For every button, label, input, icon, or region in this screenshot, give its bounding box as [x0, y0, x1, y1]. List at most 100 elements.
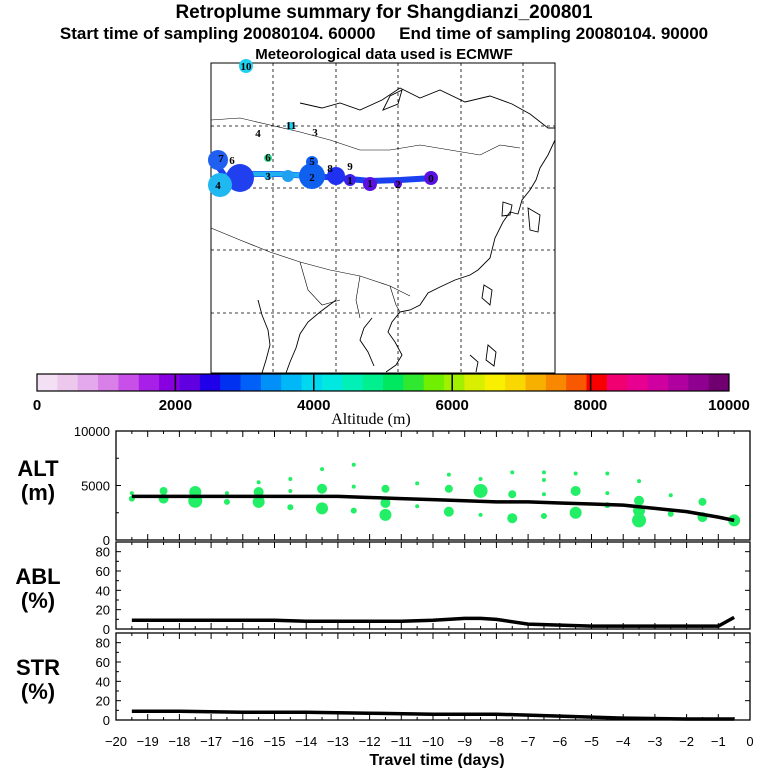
colorbar-cell — [179, 374, 201, 391]
map-cluster-label: 4 — [215, 180, 221, 192]
x-axis-label: Travel time (days) — [369, 752, 504, 768]
map-cluster-marker — [282, 170, 294, 182]
map-cluster-marker — [299, 163, 325, 189]
x-tick-label: −9 — [457, 734, 472, 749]
colorbar-cell — [199, 374, 221, 391]
colorbar-cell — [667, 374, 689, 391]
plume-point — [351, 462, 356, 467]
colorbar-cell — [566, 374, 588, 391]
map-frame — [210, 62, 556, 374]
plume-point — [316, 502, 329, 515]
x-tick-label: −7 — [521, 734, 536, 749]
colorbar-label: Altitude (m) — [331, 411, 411, 428]
plume-point — [632, 513, 647, 528]
plume-point — [637, 479, 642, 484]
colorbar-cell — [118, 374, 140, 391]
colorbar-cell — [647, 374, 669, 391]
colorbar-cell — [444, 374, 465, 391]
colorbar-cell — [545, 374, 567, 391]
plume-point — [320, 467, 325, 472]
map-cluster-marker — [239, 59, 253, 73]
panel-ylabel-unit: (%) — [21, 588, 55, 613]
x-tick-label: −2 — [679, 734, 694, 749]
map-cluster-label: 0 — [428, 173, 434, 185]
map-cluster-label: 10 — [241, 61, 253, 73]
plume-point — [473, 483, 488, 498]
plume-point — [159, 486, 168, 495]
colorbar-cell — [281, 374, 303, 391]
colorbar-ticks: 0 2000 4000 6000 8000 10000 — [33, 374, 750, 414]
map-cluster-label: 1 — [347, 175, 353, 187]
plume-point — [252, 495, 265, 508]
x-tick-label: −5 — [584, 734, 599, 749]
map-cluster-marker — [287, 122, 295, 130]
panel-abl: 0 20 40 60 80 ABL(%) — [15, 541, 751, 637]
y-tick-label: 20 — [96, 603, 110, 618]
colorbar-cell — [688, 374, 710, 391]
colorbar-cell — [138, 374, 160, 391]
colorbar-cell — [708, 374, 730, 391]
y-tick-label: 0 — [103, 533, 110, 548]
plume-point — [224, 491, 229, 496]
colorbar-cell — [342, 374, 364, 391]
plume-point — [256, 480, 261, 485]
colorbar-tick-label: 10000 — [708, 397, 750, 414]
colorbar-cell — [464, 374, 486, 391]
map-cluster-marker — [264, 172, 272, 180]
colorbar-cell — [240, 374, 262, 391]
plume-point — [351, 484, 356, 489]
map-cluster-label: 1 — [367, 178, 373, 190]
plume-point — [444, 484, 453, 493]
x-tick-label: −12 — [359, 734, 381, 749]
colorbar-cell — [484, 374, 506, 391]
colorbar-cell — [159, 374, 180, 391]
y-tick-label: 60 — [96, 564, 110, 579]
colorbar-cell — [57, 374, 79, 391]
map-cluster-label: 3 — [312, 127, 318, 139]
x-tick-label: −8 — [489, 734, 504, 749]
colorbar-cell — [627, 374, 649, 391]
colorbar-frame — [36, 373, 730, 392]
plume-point — [223, 498, 230, 505]
map-cluster-marker — [394, 180, 402, 188]
plume-point — [541, 478, 546, 483]
plume-point — [446, 472, 451, 477]
panel-ylabel: ABL — [15, 564, 60, 589]
x-tick-label: −11 — [391, 734, 412, 749]
plume-point — [508, 490, 517, 499]
colorbar-cell — [220, 374, 242, 391]
map-cluster-label: 3 — [265, 171, 271, 183]
plume-point — [415, 481, 420, 486]
colorbar-cell — [260, 374, 282, 391]
plume-point — [443, 506, 454, 517]
colorbar-cell — [383, 374, 404, 391]
panel-alt: 0 5000 10000 ALT(m) — [17, 424, 751, 548]
x-tick-label: −6 — [552, 734, 567, 749]
y-tick-label: 5000 — [81, 479, 110, 494]
y-tick-label: 60 — [96, 655, 110, 670]
x-tick-label: −17 — [200, 734, 222, 749]
map-cluster-label: 2 — [309, 172, 315, 184]
map-cluster-marker — [264, 154, 272, 162]
map-cluster-marker — [344, 174, 356, 186]
colorbar-tick-label: 8000 — [574, 397, 607, 414]
colorbar-tick-label: 4000 — [297, 397, 330, 414]
panel-ylabel: ALT — [17, 456, 59, 481]
map-gridlines — [211, 63, 555, 373]
x-tick-label: −4 — [616, 734, 631, 749]
plume-point — [129, 491, 134, 496]
plume-point — [288, 488, 293, 493]
map-cluster-label: 7 — [218, 153, 224, 165]
series-line-alt — [131, 494, 735, 523]
colorbar-tick-label: 6000 — [436, 397, 469, 414]
x-tick-label: 0 — [746, 734, 753, 749]
x-tick-label: −18 — [168, 734, 190, 749]
panel-frame — [115, 632, 751, 721]
y-tick-label: 10000 — [74, 424, 110, 439]
y-tick-label: 80 — [96, 545, 110, 560]
colorbar-cell — [423, 374, 445, 391]
map-cluster-marker — [208, 173, 232, 197]
colorbar-cell — [321, 374, 343, 391]
plume-point — [541, 492, 546, 497]
